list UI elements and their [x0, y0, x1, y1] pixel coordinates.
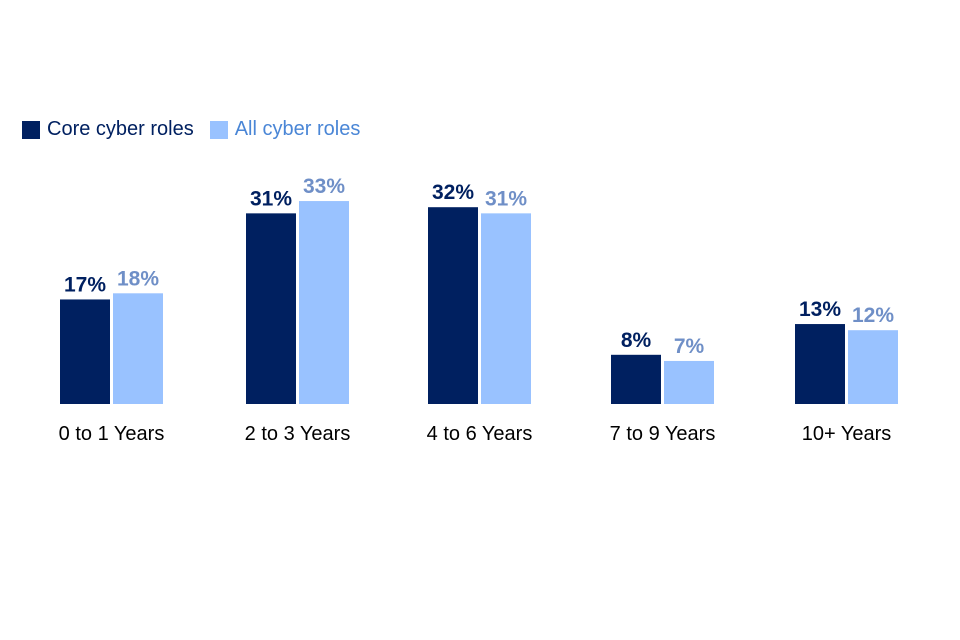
bar-all-2: [481, 213, 531, 404]
legend-item-core: Core cyber roles: [22, 118, 194, 141]
bar-all-3: [664, 360, 714, 404]
bar-all-1: [299, 201, 349, 404]
bar-core-1: [246, 213, 296, 404]
category-label-4: 10+ Years: [802, 423, 892, 445]
bar-core-2: [428, 207, 478, 404]
chart-legend: Core cyber roles All cyber roles: [22, 118, 376, 141]
bar-label-all-4: 12%: [852, 304, 894, 327]
bar-all-4: [848, 330, 898, 404]
bar-label-core-0: 17%: [64, 273, 106, 296]
bar-all-0: [113, 293, 163, 404]
bar-core-4: [795, 324, 845, 404]
category-label-3: 7 to 9 Years: [610, 423, 716, 445]
bar-core-0: [60, 299, 110, 404]
category-label-2: 4 to 6 Years: [427, 423, 533, 445]
legend-swatch-all: [209, 120, 228, 139]
legend-label-all: All cyber roles: [234, 118, 361, 140]
legend-item-all: All cyber roles: [209, 118, 361, 141]
legend-label-core: Core cyber roles: [47, 118, 194, 140]
bar-label-all-1: 33%: [303, 175, 345, 198]
bar-label-core-3: 8%: [621, 329, 652, 352]
legend-swatch-core: [22, 120, 40, 139]
bar-label-all-3: 7%: [674, 335, 705, 358]
bar-core-3: [611, 354, 661, 404]
bar-label-all-0: 18%: [117, 267, 159, 290]
category-label-0: 0 to 1 Years: [59, 423, 165, 445]
bar-label-all-2: 31%: [485, 187, 527, 210]
bar-label-core-2: 32%: [432, 181, 474, 204]
bar-label-core-4: 13%: [799, 298, 841, 321]
bar-label-core-1: 31%: [250, 187, 292, 210]
category-label-1: 2 to 3 Years: [245, 423, 351, 445]
